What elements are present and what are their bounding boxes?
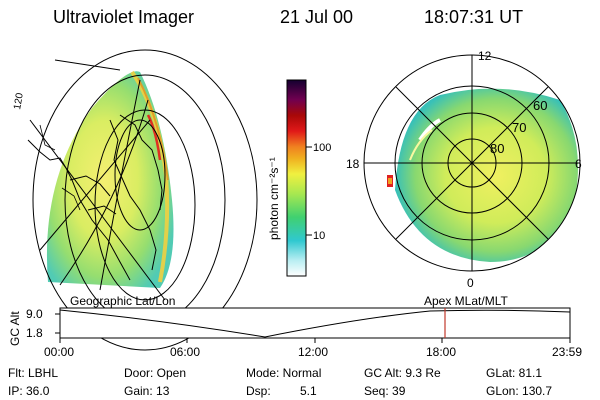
observation-date: 21 Jul 00 xyxy=(280,7,354,27)
timeline-axis-label: GC Alt xyxy=(8,311,22,346)
continent-outline xyxy=(27,114,163,281)
lat-70: 70 xyxy=(512,120,526,135)
lat-60: 60 xyxy=(533,98,547,113)
geographic-map-panel: 120 xyxy=(12,49,258,351)
mlt-0: 0 xyxy=(467,276,474,290)
apex-label: Apex MLat/MLT xyxy=(424,294,508,308)
alt-tick-9: 9.0 xyxy=(26,307,43,321)
colorbar-unit-label: photon cm⁻²s⁻¹ xyxy=(267,157,281,240)
alt-tick-1.8: 1.8 xyxy=(26,326,43,340)
auroral-glow-polar xyxy=(395,88,578,262)
colorbar: 100 10 photon cm⁻²s⁻¹ xyxy=(267,79,331,277)
dsp-value: 5.1 xyxy=(300,384,317,398)
auroral-glow-geo xyxy=(46,71,174,288)
mode-status: Mode: Normal xyxy=(246,366,322,380)
colorbar-tick-100: 100 xyxy=(313,142,331,154)
time-tick-1800: 18:00 xyxy=(426,345,457,359)
orbit-altitude-curve xyxy=(59,309,571,338)
time-tick-0000: 00:00 xyxy=(44,345,75,359)
geographic-label: Geographic Lat/Lon xyxy=(70,294,176,308)
polar-plot-panel: 12 18 6 0 60 70 80 xyxy=(346,49,582,290)
dsp-label: Dsp: xyxy=(246,384,271,398)
glon-status: GLon: 130.7 xyxy=(486,384,553,398)
left-edge-mark: 120 xyxy=(12,92,26,111)
gc-alt-status: GC Alt: 9.3 Re xyxy=(364,366,441,380)
ip-status: IP: 36.0 xyxy=(8,384,50,398)
colorbar-tick-10: 10 xyxy=(313,230,325,242)
seq-status: Seq: 39 xyxy=(364,384,406,398)
time-tick-2359: 23:59 xyxy=(552,345,583,359)
observation-time: 18:07:31 UT xyxy=(424,7,524,27)
time-tick-1200: 12:00 xyxy=(298,345,329,359)
door-status: Door: Open xyxy=(124,366,187,380)
altitude-timeline: GC Alt 9.0 1.8 xyxy=(8,307,571,346)
mlt-6: 6 xyxy=(575,157,582,171)
filter-status: Flt: LBHL xyxy=(8,366,59,380)
mlt-12: 12 xyxy=(478,49,492,63)
lat-80: 80 xyxy=(490,141,504,156)
gain-status: Gain: 13 xyxy=(124,384,170,398)
time-tick-0600: 06:00 xyxy=(170,345,201,359)
app-title: Ultraviolet Imager xyxy=(53,7,195,27)
glat-status: GLat: 81.1 xyxy=(486,366,543,380)
mlt-18: 18 xyxy=(346,157,360,171)
